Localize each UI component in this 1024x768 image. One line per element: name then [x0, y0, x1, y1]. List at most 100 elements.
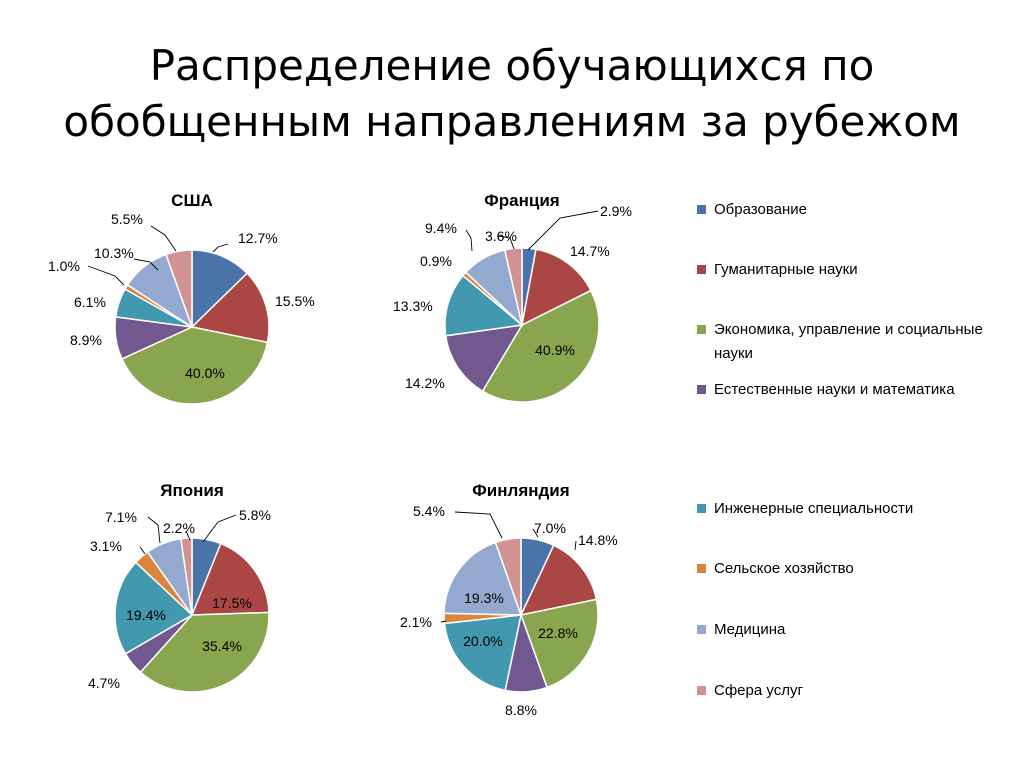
data-label-japan-services: 2.2% — [163, 520, 195, 536]
legend-swatch-services — [697, 686, 706, 695]
pie-slice-japan-services — [180, 537, 193, 616]
data-label-usa-natural-sciences: 8.9% — [70, 332, 102, 348]
data-label-usa-medicine: 10.3% — [94, 245, 134, 261]
data-label-usa-education: 12.7% — [238, 230, 278, 246]
leader-line-japan-services — [185, 530, 191, 541]
leader-line-japan-education — [202, 514, 237, 543]
pie-slice-japan-engineering — [114, 561, 194, 655]
pie-slice-france-services — [503, 247, 523, 326]
legend-item-medicine: Медицина — [697, 618, 1017, 642]
data-label-finland-humanities: 14.8% — [578, 532, 618, 548]
legend-item-engineering: Инженерные специальности — [697, 497, 1017, 521]
data-label-japan-engineering: 19.4% — [126, 607, 166, 623]
pie-chart-japan: Япония 5.8% 17.5% 35.4% 4.7% 19.4% 3.1% 7.1% 2.2… — [88, 481, 271, 693]
data-label-usa-engineering: 6.1% — [74, 294, 106, 310]
data-label-france-education: 2.9% — [600, 203, 632, 219]
data-label-france-medicine: 9.4% — [425, 220, 457, 236]
pie-slice-finland-engineering — [443, 614, 522, 692]
chart-title-finland: Финляндия — [472, 481, 569, 500]
pie-chart-finland: Финляндия 7.0% 14.8% 22.8% 8.8% 20.0% 2.1% 19.3… — [400, 481, 618, 718]
data-label-japan-medicine: 7.1% — [105, 509, 137, 525]
chart-title-france: Франция — [484, 191, 559, 210]
legend-swatch-education — [697, 205, 706, 214]
leader-line-usa-education — [212, 243, 229, 253]
data-label-france-services: 3.6% — [485, 228, 517, 244]
legend-label-humanities: Гуманитарные науки — [714, 261, 858, 278]
data-label-finland-services: 5.4% — [413, 503, 445, 519]
pie-slice-finland-humanities — [519, 544, 598, 617]
data-label-usa-agriculture: 1.0% — [48, 258, 80, 274]
pie-slice-finland-services — [494, 537, 522, 616]
legend-swatch-humanities — [697, 265, 706, 274]
legend-item-education: Образование — [697, 198, 1017, 222]
pie-slice-japan-humanities — [190, 542, 270, 616]
slide-title-line-1: Распределение обучающихся по — [149, 41, 875, 90]
data-label-finland-economics: 22.8% — [538, 625, 578, 641]
leader-line-finland-humanities — [574, 540, 577, 551]
data-label-france-humanities: 14.7% — [570, 243, 610, 259]
pie-slice-france-economics — [481, 289, 600, 403]
data-label-usa-services: 5.5% — [111, 211, 143, 227]
pie-slice-finland-economics — [520, 598, 599, 689]
data-label-japan-natural-sciences: 4.7% — [88, 675, 120, 691]
data-label-japan-humanities: 17.5% — [212, 595, 252, 611]
chart-title-japan: Япония — [160, 481, 224, 500]
legend-swatch-agriculture — [697, 564, 706, 573]
legend-label-agriculture: Сельское хозяйство — [714, 560, 854, 577]
data-label-finland-education: 7.0% — [534, 520, 566, 536]
legend-label-engineering: Инженерные специальности — [714, 500, 914, 517]
legend-item-humanities: Гуманитарные науки — [697, 258, 1017, 282]
pie-slice-france-engineering — [444, 274, 524, 337]
legend-item-services: Сфера услуг — [697, 679, 1017, 703]
leader-line-japan-medicine — [147, 516, 161, 544]
legend-label-economics: Экономика, управление и социальные науки — [714, 321, 983, 362]
leader-line-finland-services — [454, 511, 503, 539]
pie-slice-usa-humanities — [190, 272, 270, 344]
data-label-france-natural-sciences: 14.2% — [405, 375, 445, 391]
pie-slice-japan-economics — [139, 611, 270, 693]
legend-item-natural-sciences: Естественные науки и математика — [697, 378, 1017, 402]
chart-title-usa: США — [171, 191, 213, 210]
data-label-france-engineering: 13.3% — [393, 298, 433, 314]
pie-chart-usa: США 12.7% 15.5% 40.0% 8.9% 6.1% 1.0% 10.3% 5.5% — [48, 191, 315, 405]
data-label-japan-agriculture: 3.1% — [90, 538, 122, 554]
leader-line-usa-services — [150, 225, 177, 252]
leader-line-finland-agriculture — [440, 620, 447, 623]
legend-label-education: Образование — [714, 201, 807, 218]
leader-line-finland-education — [532, 528, 539, 538]
pie-slice-france-natural-sciences — [444, 324, 524, 393]
slide-title-line-2: обобщенным направлениям за рубежом — [63, 97, 961, 146]
legend-label-natural-sciences: Естественные науки и математика — [714, 381, 955, 398]
data-label-usa-humanities: 15.5% — [275, 293, 315, 309]
pie-chart-france: Франция 2.9% 14.7% 40.9% 14.2% 13.3% 0.9% 9.4% 3… — [393, 191, 632, 403]
leader-line-france-medicine — [465, 229, 473, 252]
data-label-finland-medicine: 19.3% — [464, 590, 504, 606]
legend-swatch-engineering — [697, 504, 706, 513]
data-label-japan-education: 5.8% — [239, 507, 271, 523]
slide-title: Распределение обучающихся по обобщенным … — [0, 38, 1024, 150]
legend-item-agriculture: Сельское хозяйство — [697, 557, 1017, 581]
data-label-france-agriculture: 0.9% — [420, 253, 452, 269]
pie-slice-usa-services — [164, 249, 193, 328]
data-label-finland-agriculture: 2.1% — [400, 614, 432, 630]
legend-swatch-medicine — [697, 625, 706, 634]
leader-line-france-education — [527, 210, 599, 251]
leader-line-france-services — [497, 235, 515, 250]
legend-label-services: Сфера услуг — [714, 682, 803, 699]
pie-slice-france-humanities — [520, 248, 592, 327]
data-label-finland-natural-sciences: 8.8% — [505, 702, 537, 718]
legend-swatch-natural-sciences — [697, 385, 706, 394]
leader-line-japan-agriculture — [139, 546, 146, 555]
leader-line-usa-medicine — [133, 258, 159, 271]
pie-slice-usa-education — [191, 249, 249, 329]
leader-line-usa-agriculture — [87, 265, 125, 286]
data-label-finland-engineering: 20.0% — [463, 633, 503, 649]
legend-swatch-economics — [697, 325, 706, 334]
data-label-usa-economics: 40.0% — [185, 365, 225, 381]
legend-item-economics: Экономика, управление и социальные науки — [697, 318, 1017, 366]
legend-label-medicine: Медицина — [714, 621, 786, 638]
data-label-japan-economics: 35.4% — [202, 638, 242, 654]
pie-slice-usa-economics — [120, 326, 269, 405]
data-label-france-economics: 40.9% — [535, 342, 575, 358]
